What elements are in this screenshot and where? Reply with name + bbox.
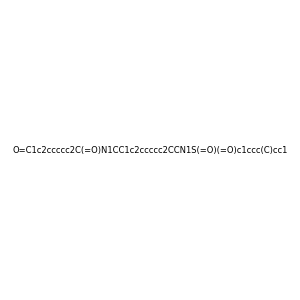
Text: O=C1c2ccccc2C(=O)N1CC1c2ccccc2CCN1S(=O)(=O)c1ccc(C)cc1: O=C1c2ccccc2C(=O)N1CC1c2ccccc2CCN1S(=O)(… xyxy=(12,146,288,154)
